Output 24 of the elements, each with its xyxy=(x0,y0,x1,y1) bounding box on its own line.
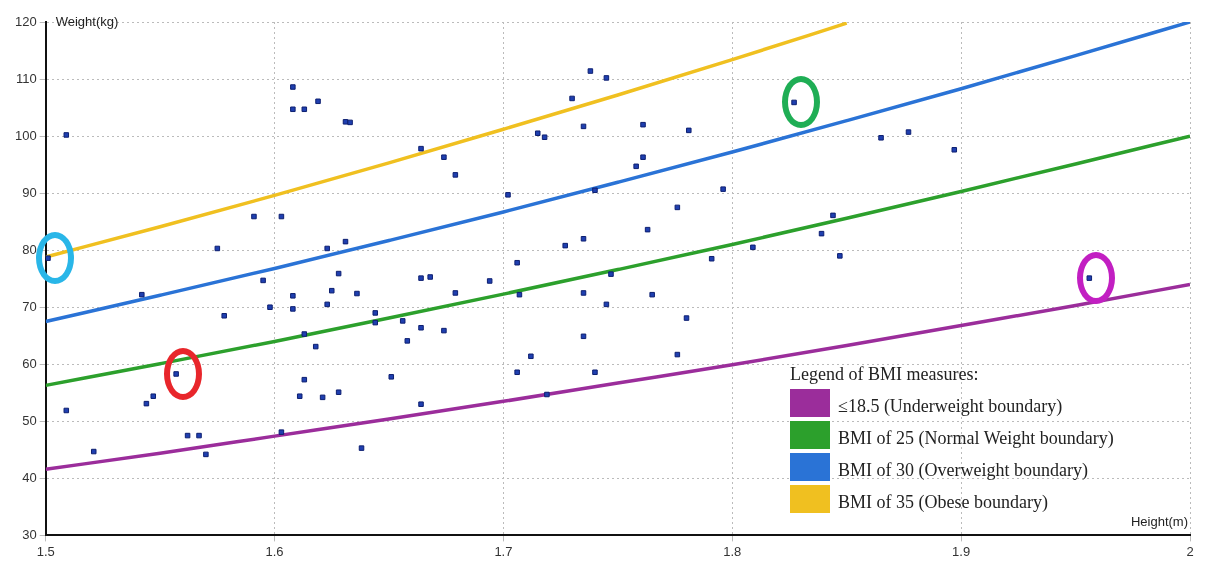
y-tick-label: 80 xyxy=(22,241,37,257)
x-tick-label: 2 xyxy=(1186,543,1194,559)
legend-label: BMI of 25 (Normal Weight boundary) xyxy=(838,428,1114,450)
legend-label: BMI of 35 (Obese boundary) xyxy=(838,492,1048,514)
x-tick-label: 1.6 xyxy=(265,543,284,559)
y-tick-label: 110 xyxy=(15,70,37,86)
x-axis-title: Height(m) xyxy=(1130,514,1188,530)
y-tick-label: 100 xyxy=(14,127,37,143)
y-tick-label: 50 xyxy=(22,412,37,428)
x-tick-label: 1.9 xyxy=(952,543,971,559)
y-tick-label: 120 xyxy=(14,13,37,29)
y-tick-label: 30 xyxy=(22,526,37,542)
legend-title: Legend of BMI measures: xyxy=(790,364,980,386)
legend-label: ≤18.5 (Underweight boundary) xyxy=(838,396,1063,418)
y-tick-label: 40 xyxy=(22,469,37,485)
x-tick-label: 1.5 xyxy=(36,543,55,559)
y-tick-label: 90 xyxy=(22,184,37,200)
x-tick-label: 1.7 xyxy=(494,543,513,559)
line-series xyxy=(45,134,1190,388)
legend-label: BMI of 30 (Overweight boundary) xyxy=(838,460,1088,482)
y-tick-label: 60 xyxy=(22,355,37,371)
y-axis-title: Weight(kg) xyxy=(55,13,119,29)
y-tick-label: 70 xyxy=(22,298,37,314)
x-tick-label: 1.8 xyxy=(723,543,742,559)
